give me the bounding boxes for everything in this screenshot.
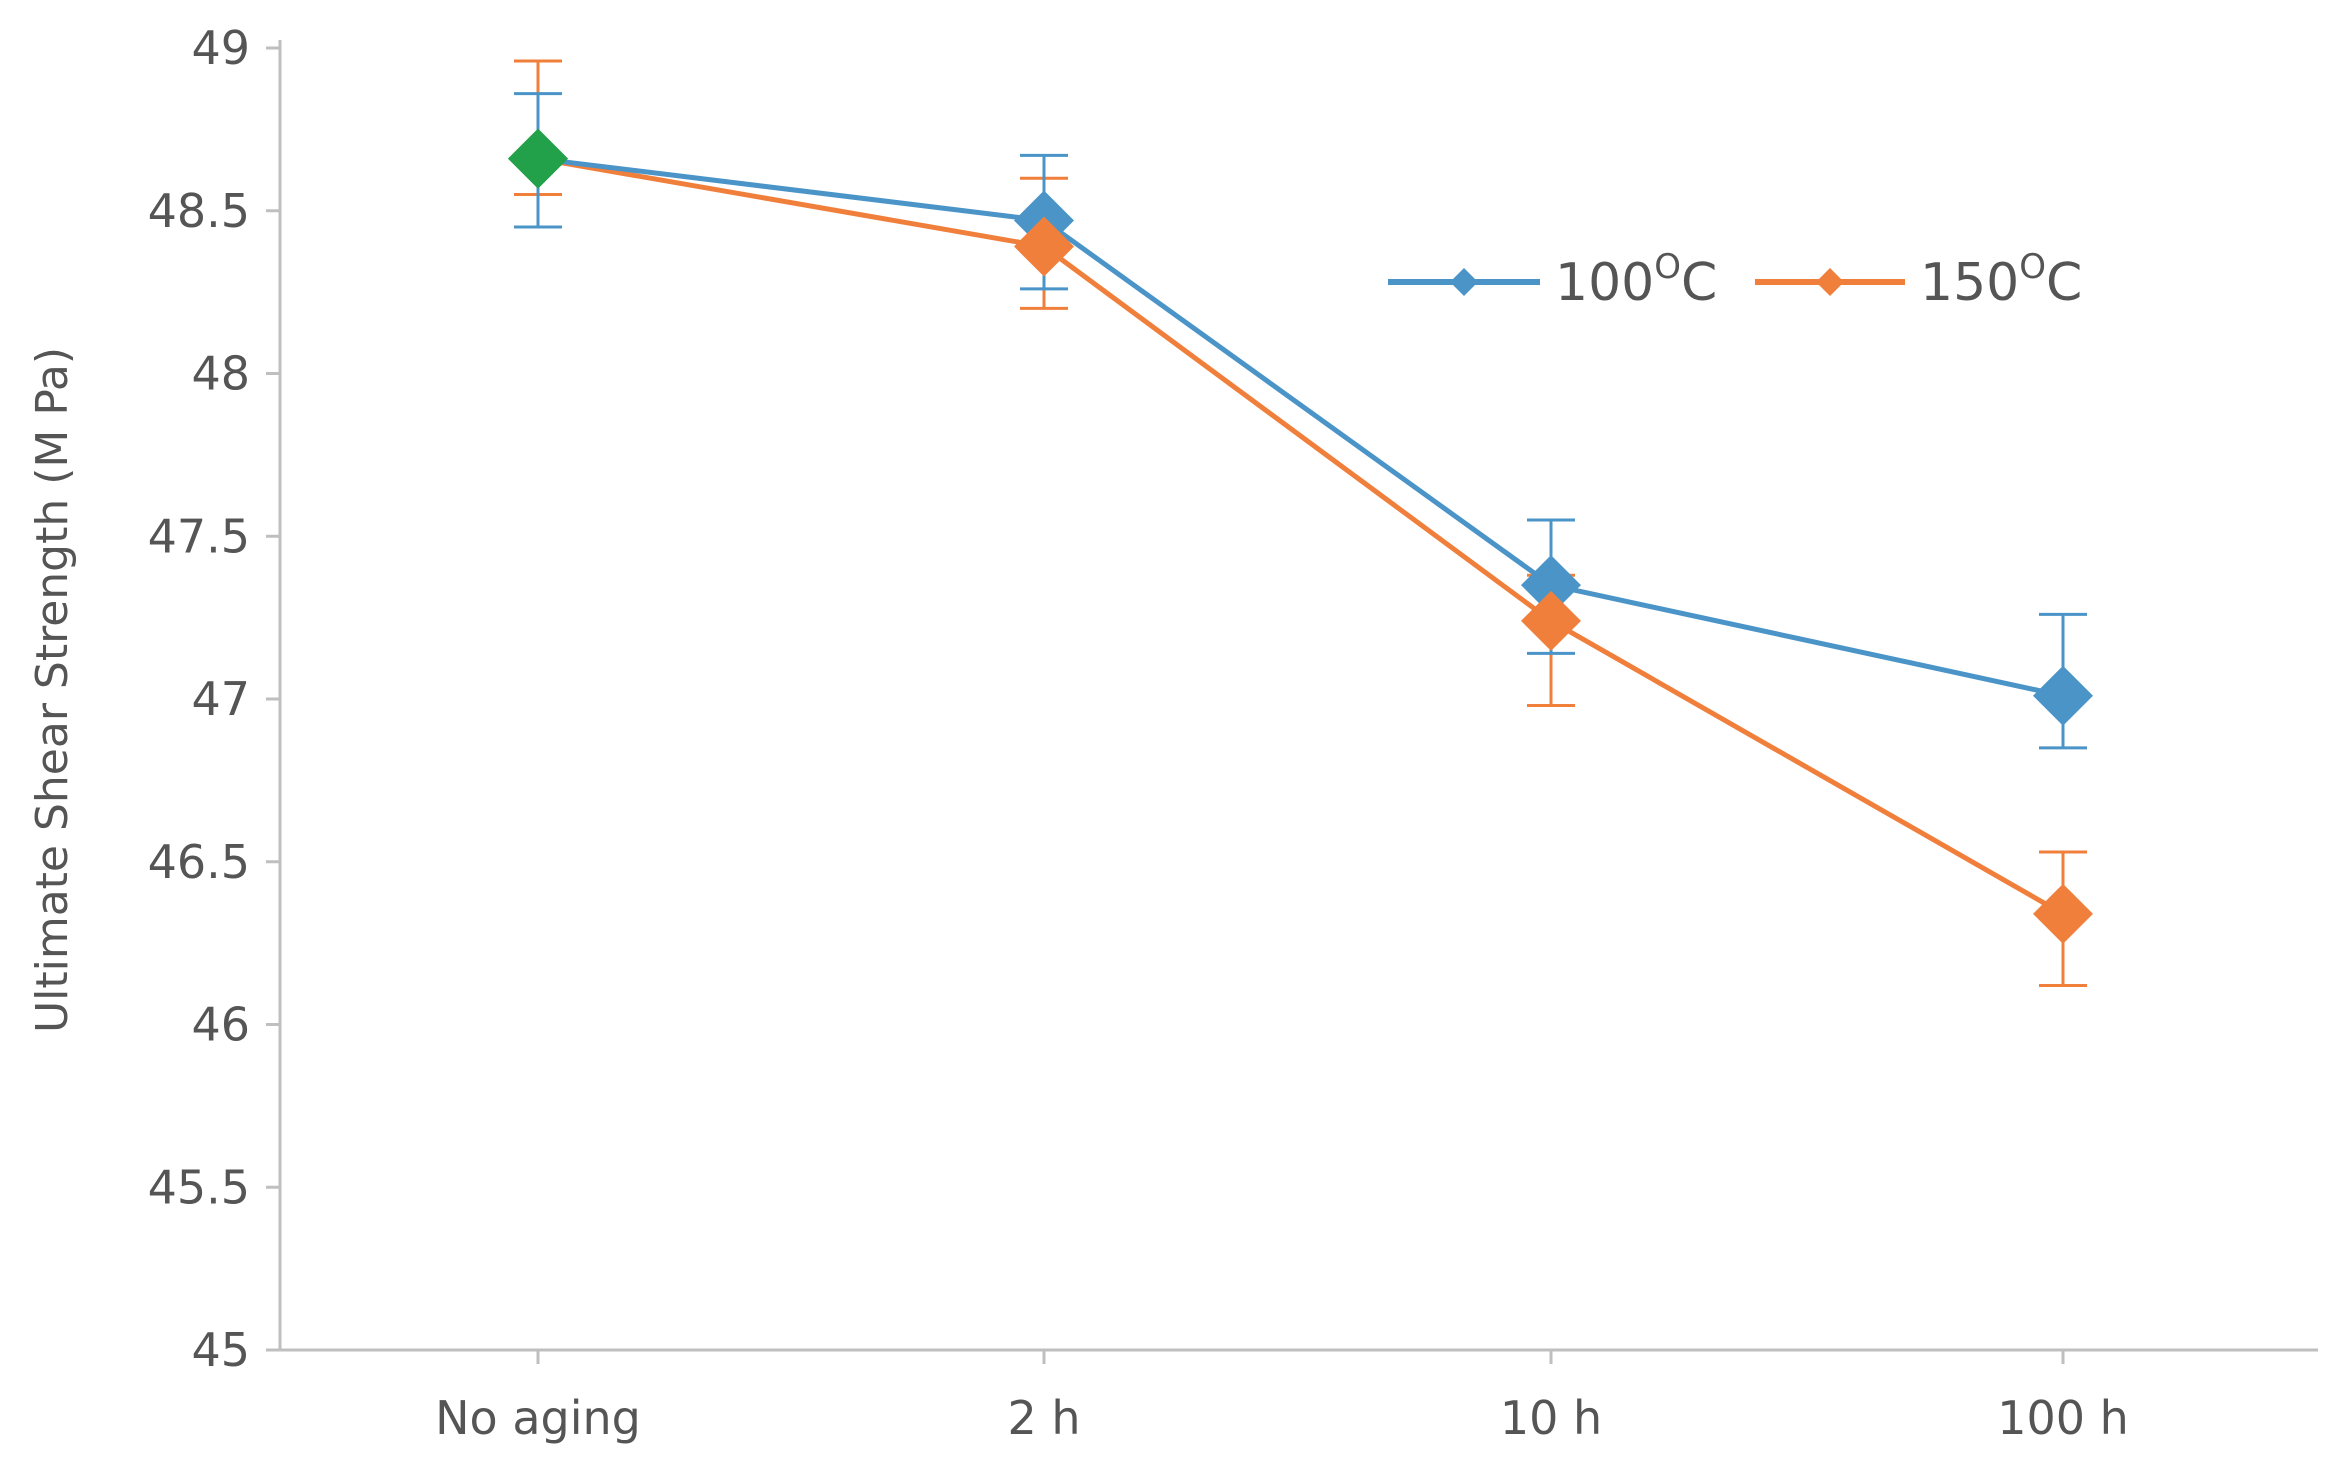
x-ticks: No aging 2 h 10 h 100 h bbox=[435, 1350, 2129, 1445]
series-layer bbox=[508, 59, 2093, 987]
axes bbox=[278, 40, 2318, 1352]
y-tick-label: 45.5 bbox=[148, 1160, 250, 1214]
data-point bbox=[2033, 665, 2093, 726]
legend-label-value: 100 bbox=[1555, 253, 1654, 313]
data-point bbox=[1014, 216, 1074, 277]
y-tick-label: 49 bbox=[191, 21, 250, 75]
x-tick-label: No aging bbox=[435, 1391, 641, 1445]
y-tick-label: 46.5 bbox=[148, 835, 250, 889]
y-tick-label: 48.5 bbox=[148, 184, 250, 238]
x-tick-label: 100 h bbox=[1997, 1391, 2129, 1445]
series-line bbox=[537, 156, 2065, 916]
legend-label: 150OC bbox=[1920, 247, 2082, 313]
y-axis-title: Ultimate Shear Strength (M Pa) bbox=[27, 347, 78, 1033]
series-line bbox=[537, 156, 2064, 699]
legend-label-superscript: O bbox=[1654, 247, 1681, 287]
data-point bbox=[2033, 883, 2093, 944]
legend: 100OC 150OC bbox=[1388, 247, 2082, 313]
y-tick-label: 46 bbox=[191, 998, 250, 1052]
y-tick-label: 48 bbox=[191, 347, 250, 401]
legend-label-superscript: O bbox=[2019, 247, 2046, 287]
data-point bbox=[508, 128, 568, 189]
legend-label-unit: C bbox=[1681, 253, 1717, 313]
legend-label: 100OC bbox=[1555, 247, 1717, 313]
legend-marker bbox=[1450, 268, 1478, 296]
legend-label-unit: C bbox=[2046, 253, 2082, 313]
x-tick-label: 2 h bbox=[1007, 1391, 1080, 1445]
data-point bbox=[1521, 555, 1581, 616]
y-tick-label: 47.5 bbox=[148, 509, 250, 563]
legend-marker bbox=[1816, 268, 1844, 296]
legend-label-value: 150 bbox=[1920, 253, 2019, 313]
y-tick-label: 47 bbox=[191, 672, 250, 726]
y-ticks: 45 45.5 46 46.5 47 47.5 48 48.5 49 bbox=[148, 21, 280, 1377]
data-point bbox=[1521, 590, 1581, 651]
x-tick-label: 10 h bbox=[1500, 1391, 1602, 1445]
y-tick-label: 45 bbox=[191, 1323, 250, 1377]
